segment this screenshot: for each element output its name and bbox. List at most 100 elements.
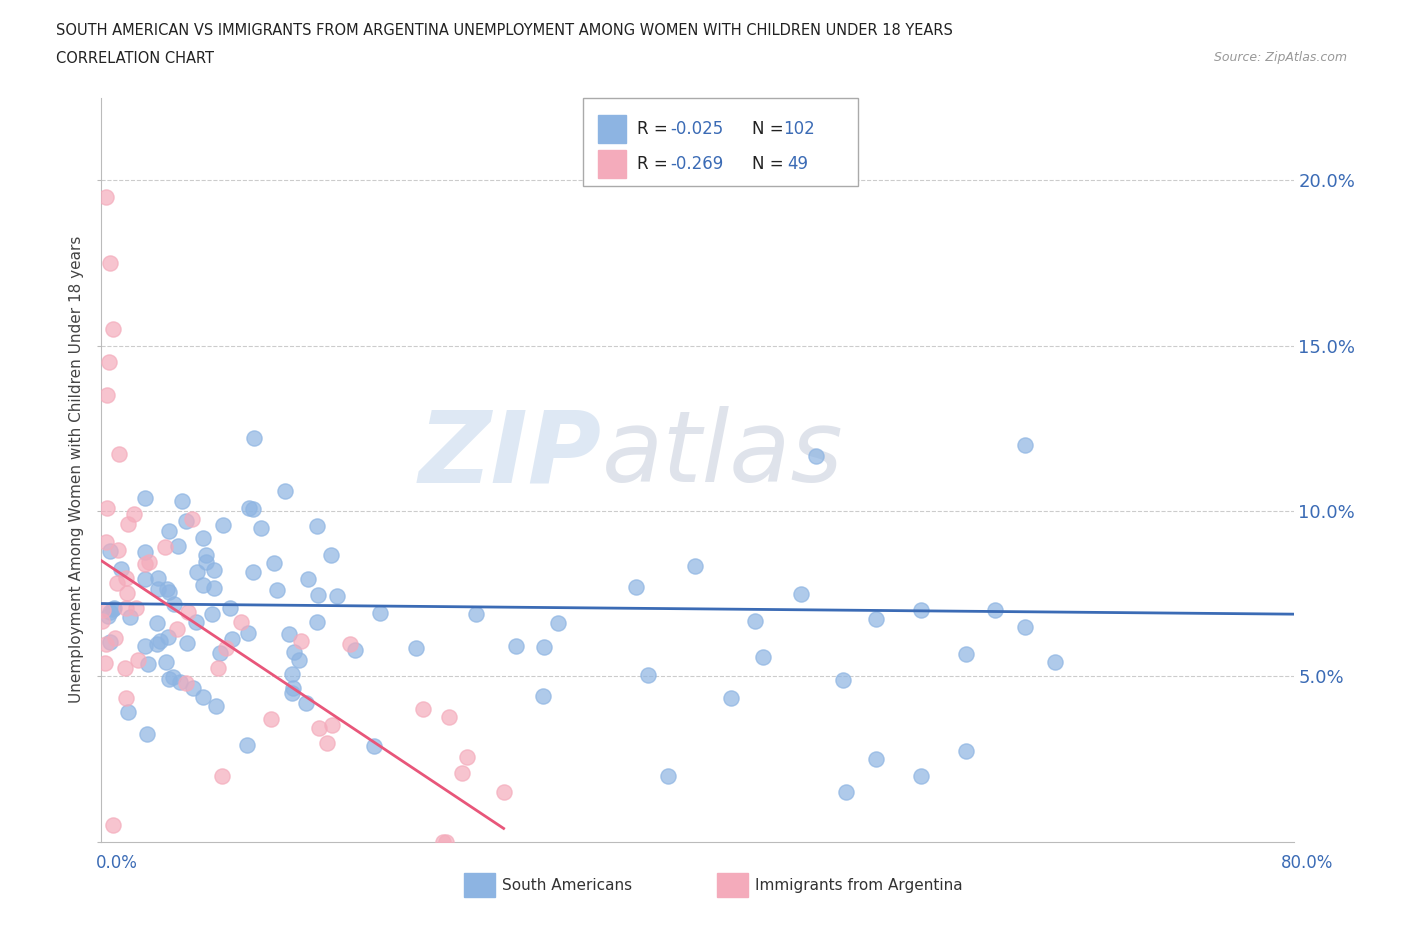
Point	[191, 689, 214, 704]
Point	[94, 190, 117, 205]
Point	[744, 613, 766, 628]
Point	[170, 494, 193, 509]
Point	[115, 585, 138, 600]
Point	[273, 483, 295, 498]
Point	[134, 544, 156, 559]
Point	[215, 641, 238, 656]
Point	[832, 673, 855, 688]
Point	[363, 738, 385, 753]
Point	[98, 256, 121, 271]
Point	[163, 596, 186, 611]
Point	[277, 627, 299, 642]
Point	[120, 610, 142, 625]
Point	[136, 657, 159, 671]
Point	[184, 615, 207, 630]
Point	[103, 601, 125, 616]
Text: Immigrants from Argentina: Immigrants from Argentina	[755, 878, 963, 893]
Point	[260, 711, 283, 726]
Point	[186, 565, 208, 579]
Point	[135, 726, 157, 741]
Point	[157, 524, 180, 538]
Point	[125, 600, 148, 615]
Text: R =: R =	[637, 120, 673, 138]
Point	[308, 721, 330, 736]
Point	[955, 744, 977, 759]
Point	[242, 502, 264, 517]
Point	[98, 634, 121, 649]
Point	[205, 698, 228, 713]
Point	[804, 449, 827, 464]
Point	[910, 603, 932, 618]
Point	[134, 572, 156, 587]
Point	[835, 785, 858, 800]
Point	[134, 490, 156, 505]
Point	[97, 354, 120, 369]
Text: -0.025: -0.025	[671, 120, 724, 138]
Point	[465, 607, 488, 622]
Point	[138, 554, 160, 569]
Point	[339, 636, 361, 651]
Point	[456, 750, 478, 764]
Point	[191, 531, 214, 546]
Point	[1014, 437, 1036, 452]
Point	[955, 646, 977, 661]
Point	[243, 431, 266, 445]
Point	[436, 834, 458, 849]
Point	[281, 681, 304, 696]
Point	[98, 544, 121, 559]
Point	[297, 572, 319, 587]
Point	[134, 639, 156, 654]
Text: SOUTH AMERICAN VS IMMIGRANTS FROM ARGENTINA UNEMPLOYMENT AMONG WOMEN WITH CHILDR: SOUTH AMERICAN VS IMMIGRANTS FROM ARGENT…	[56, 23, 953, 38]
Point	[432, 834, 454, 849]
Point	[207, 660, 229, 675]
Point	[547, 616, 569, 631]
Point	[295, 696, 318, 711]
Text: atlas: atlas	[602, 406, 844, 503]
Point	[114, 660, 136, 675]
Point	[180, 512, 202, 526]
Point	[202, 563, 225, 578]
Point	[231, 615, 253, 630]
Point	[94, 534, 117, 549]
Point	[107, 542, 129, 557]
Point	[242, 565, 264, 579]
Point	[110, 562, 132, 577]
Text: South Americans: South Americans	[502, 878, 633, 893]
Point	[211, 768, 233, 783]
Point	[97, 608, 120, 623]
Point	[790, 587, 813, 602]
Point	[169, 674, 191, 689]
Point	[155, 654, 177, 669]
Point	[101, 602, 124, 617]
Point	[266, 583, 288, 598]
Point	[162, 669, 184, 684]
Point	[321, 548, 343, 563]
Point	[626, 579, 648, 594]
Point	[101, 322, 124, 337]
Text: 0.0%: 0.0%	[96, 854, 138, 872]
Point	[167, 539, 190, 554]
Point	[117, 516, 139, 531]
Point	[208, 645, 231, 660]
Point	[1043, 655, 1066, 670]
Text: N =: N =	[752, 155, 794, 173]
Point	[307, 518, 329, 533]
Text: N =: N =	[752, 120, 789, 138]
Point	[412, 701, 434, 716]
Point	[865, 611, 887, 626]
Point	[127, 653, 149, 668]
Point	[155, 539, 177, 554]
Point	[105, 576, 128, 591]
Point	[146, 636, 169, 651]
Point	[250, 521, 273, 536]
Point	[159, 671, 181, 686]
Point	[146, 571, 169, 586]
Point	[235, 737, 257, 752]
Point	[533, 640, 555, 655]
Point	[146, 581, 169, 596]
Point	[307, 588, 329, 603]
Point	[505, 638, 527, 653]
Point	[90, 614, 112, 629]
Point	[115, 601, 138, 616]
Point	[1014, 619, 1036, 634]
